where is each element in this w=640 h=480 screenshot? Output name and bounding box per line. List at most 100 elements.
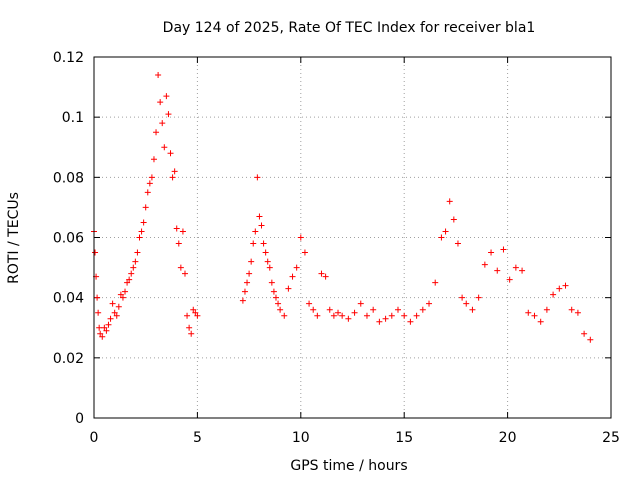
data-point bbox=[322, 273, 329, 280]
data-point bbox=[450, 216, 457, 223]
data-point bbox=[388, 312, 395, 319]
data-point bbox=[155, 72, 162, 79]
data-point bbox=[188, 330, 195, 337]
x-tick-label: 5 bbox=[193, 430, 202, 446]
data-point bbox=[494, 267, 501, 274]
data-point bbox=[113, 312, 120, 319]
data-point bbox=[401, 312, 408, 319]
data-point bbox=[357, 300, 364, 307]
data-point bbox=[246, 270, 253, 277]
y-axis-label: ROTI / TECUs bbox=[6, 192, 22, 284]
data-point bbox=[488, 249, 495, 256]
data-point bbox=[159, 120, 166, 127]
data-point bbox=[345, 315, 352, 322]
data-point bbox=[442, 228, 449, 235]
data-point bbox=[419, 306, 426, 313]
data-point bbox=[241, 288, 248, 295]
data-point bbox=[297, 234, 304, 241]
data-point bbox=[138, 228, 145, 235]
data-point bbox=[382, 315, 389, 322]
data-point bbox=[140, 219, 147, 226]
data-point bbox=[376, 318, 383, 325]
data-point bbox=[190, 306, 197, 313]
data-point bbox=[184, 312, 191, 319]
y-tick-label: 0.1 bbox=[62, 110, 84, 126]
data-point bbox=[119, 294, 126, 301]
x-axis-label: GPS time / hours bbox=[290, 458, 407, 474]
x-tick-label: 25 bbox=[602, 430, 620, 446]
x-tick-label: 20 bbox=[499, 430, 517, 446]
data-point bbox=[260, 240, 267, 247]
y-tick-label: 0 bbox=[75, 411, 84, 427]
data-point bbox=[194, 312, 201, 319]
data-point bbox=[270, 288, 277, 295]
data-point bbox=[275, 300, 282, 307]
data-point bbox=[144, 189, 151, 196]
data-point bbox=[163, 93, 170, 100]
data-point bbox=[169, 174, 176, 181]
data-point bbox=[165, 111, 172, 118]
data-point bbox=[556, 285, 563, 292]
data-point bbox=[150, 156, 157, 163]
data-point bbox=[161, 144, 168, 151]
data-point bbox=[266, 264, 273, 271]
data-point bbox=[562, 282, 569, 289]
data-point bbox=[519, 267, 526, 274]
data-point bbox=[107, 315, 114, 322]
data-point bbox=[179, 228, 186, 235]
data-point bbox=[148, 174, 155, 181]
data-point bbox=[130, 264, 137, 271]
data-point bbox=[97, 330, 104, 337]
data-point bbox=[446, 198, 453, 205]
data-point bbox=[326, 306, 333, 313]
data-point bbox=[574, 309, 581, 316]
data-point bbox=[469, 306, 476, 313]
data-point bbox=[177, 264, 184, 271]
data-point bbox=[293, 264, 300, 271]
data-point bbox=[438, 234, 445, 241]
data-point bbox=[413, 312, 420, 319]
y-tick-label: 0.12 bbox=[53, 50, 84, 66]
data-point bbox=[256, 213, 263, 220]
data-point bbox=[306, 300, 313, 307]
data-point bbox=[254, 174, 261, 181]
data-point bbox=[181, 270, 188, 277]
data-point bbox=[454, 240, 461, 247]
data-point bbox=[568, 306, 575, 313]
data-point bbox=[363, 312, 370, 319]
data-point bbox=[122, 288, 129, 295]
y-tick-label: 0.06 bbox=[53, 231, 84, 247]
data-point bbox=[289, 273, 296, 280]
data-point bbox=[314, 312, 321, 319]
data-point bbox=[537, 318, 544, 325]
data-point bbox=[277, 306, 284, 313]
x-tick-label: 15 bbox=[395, 430, 413, 446]
data-point bbox=[318, 270, 325, 277]
data-point bbox=[459, 294, 466, 301]
data-point bbox=[475, 294, 482, 301]
plot-frame bbox=[93, 56, 612, 419]
data-point bbox=[96, 324, 103, 331]
data-point bbox=[531, 312, 538, 319]
data-point bbox=[192, 309, 199, 316]
data-point bbox=[128, 270, 135, 277]
data-point bbox=[94, 294, 101, 301]
data-point bbox=[239, 297, 246, 304]
data-point bbox=[339, 312, 346, 319]
data-point bbox=[115, 303, 122, 310]
data-point bbox=[167, 150, 174, 157]
data-point bbox=[248, 258, 255, 265]
data-point bbox=[463, 300, 470, 307]
data-point bbox=[264, 258, 271, 265]
data-point bbox=[186, 324, 193, 331]
data-point bbox=[258, 222, 265, 229]
data-point bbox=[506, 276, 513, 283]
data-point bbox=[432, 279, 439, 286]
data-point bbox=[134, 249, 141, 256]
data-point bbox=[481, 261, 488, 268]
data-point bbox=[525, 309, 532, 316]
data-point bbox=[330, 312, 337, 319]
data-point bbox=[285, 285, 292, 292]
data-point bbox=[101, 324, 108, 331]
